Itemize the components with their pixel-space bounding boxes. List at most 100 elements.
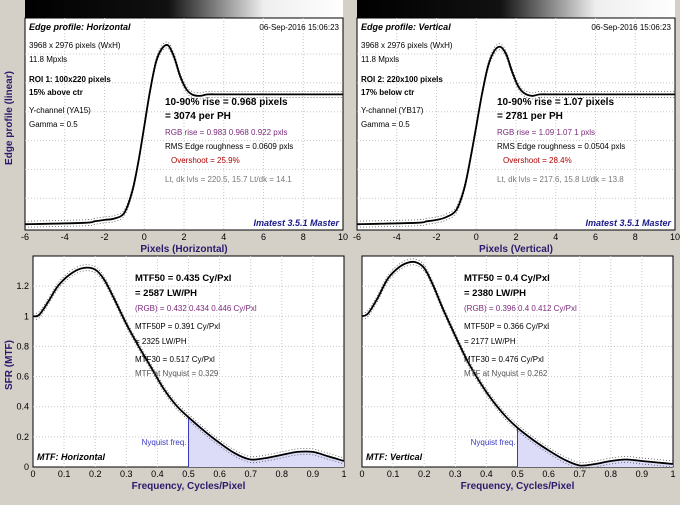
x-tick-label: 0 (30, 469, 35, 479)
chart-mtf-v: 0 0.1 0.2 0.3 0.4 0.5 0.6 0.7 0.8 0.9 1 Frequency, … (359, 255, 676, 492)
x-tick-label: 1 (341, 469, 346, 479)
imatest-footer: Imatest 3.5.1 Master (585, 218, 671, 228)
rms-roughness: RMS Edge roughness = 0.0609 pxls (165, 142, 293, 151)
light-dark-levels: Lt, dk lvls = 220.5, 15.7 Lt/dk = 14.1 (165, 175, 292, 184)
chart-title: MTF: Horizontal (37, 452, 105, 462)
rise-per-ph: = 3074 per PH (165, 111, 231, 122)
nyquist-region (517, 427, 673, 467)
x-tick-label: 0.6 (542, 469, 555, 479)
info-size: 3968 x 2976 pixels (WxH) (29, 41, 121, 50)
x-tick-label: 0 (142, 232, 147, 242)
x-tick-label: 6 (261, 232, 266, 242)
x-tick-label: 0.2 (418, 469, 431, 479)
mtf50-lwph: = 2587 LW/PH (135, 288, 197, 299)
x-tick-label: 10 (670, 232, 680, 242)
x-tick-label: 2 (181, 232, 186, 242)
roi-pos: 17% below ctr (361, 88, 414, 97)
x-tick-label: -6 (353, 232, 361, 242)
x-tick-label: 0.5 (511, 469, 524, 479)
mtf-nyquist: MTF at Nyquist = 0.262 (464, 369, 548, 378)
mtf50-rgb: (RGB) = 0.396 0.4 0.412 Cy/Pxl (464, 304, 577, 313)
y-tick-label: 1 (24, 311, 29, 321)
x-tick-label: -6 (21, 232, 29, 242)
y-tick-label: 0.6 (16, 372, 29, 382)
info-gamma: Gamma = 0.5 (29, 120, 78, 129)
x-tick-label: 0.2 (89, 469, 102, 479)
rms-roughness: RMS Edge roughness = 0.0504 pxls (497, 142, 625, 151)
y-tick-label: 0.4 (16, 402, 29, 412)
mtf50-lwph: = 2380 LW/PH (464, 288, 526, 299)
edge-strip-left (25, 0, 343, 18)
y-tick-label: 0.2 (16, 432, 29, 442)
x-tick-label: 0 (474, 232, 479, 242)
x-tick-label: 2 (513, 232, 518, 242)
x-tick-label: 0.3 (449, 469, 462, 479)
mtf50-value: MTF50 = 0.4 Cy/Pxl (464, 273, 550, 284)
roi-pos: 15% above ctr (29, 88, 83, 97)
chart-edge-v: -6 -4 -2 0 2 4 6 8 10 Pixels (Vertical) Edge profi… (353, 17, 680, 255)
series-line (32, 266, 345, 462)
mtf50-value: MTF50 = 0.435 Cy/Pxl (135, 273, 231, 284)
x-tick-label: -4 (393, 232, 401, 242)
nyquist-label: Nyquist freq. (471, 438, 516, 447)
imatest-footer: Imatest 3.5.1 Master (253, 218, 339, 228)
envelope-lower (356, 49, 675, 228)
rgb-rise: RGB rise = 1.09 1.07 1 pxls (497, 128, 595, 137)
y-tick-label: 0.8 (16, 341, 29, 351)
chart-title: Edge profile: Horizontal (29, 22, 131, 32)
y-label-top: Edge profile (linear) (4, 71, 15, 165)
chart-date: 06-Sep-2016 15:06:23 (591, 23, 671, 32)
series-line (356, 45, 675, 226)
overshoot: Overshoot = 28.4% (503, 156, 572, 165)
x-tick-label: -2 (100, 232, 108, 242)
envelope-upper (32, 264, 345, 459)
x-tick-label: 0.8 (276, 469, 289, 479)
y-label-bottom: SFR (MTF) (4, 340, 15, 390)
chart-title: Edge profile: Vertical (361, 22, 451, 32)
info-mp: 11.8 Mpxls (29, 55, 67, 64)
x-tick-label: 0.7 (573, 469, 586, 479)
x-tick-label: 0.1 (387, 469, 400, 479)
x-tick-label: 8 (301, 232, 306, 242)
x-tick-label: 1 (670, 469, 675, 479)
envelope-upper (356, 43, 675, 222)
chart-date: 06-Sep-2016 15:06:23 (259, 23, 339, 32)
x-axis-label: Frequency, Cycles/Pixel (461, 481, 575, 492)
info-channel: Y-channel (YA15) (29, 106, 91, 115)
info-channel: Y-channel (YB17) (361, 106, 424, 115)
mtf50p-lwph: = 2325 LW/PH (135, 337, 187, 346)
edge-strip-right (357, 0, 675, 18)
rise-value: 10-90% rise = 1.07 pixels (497, 97, 614, 108)
mtf-nyquist: MTF at Nyquist = 0.329 (135, 369, 219, 378)
nyquist-region (188, 417, 344, 467)
rise-per-ph: = 2781 per PH (497, 111, 563, 122)
x-tick-label: 6 (593, 232, 598, 242)
mtf50p-lwph: = 2177 LW/PH (464, 337, 516, 346)
overshoot: Overshoot = 25.9% (171, 156, 240, 165)
x-axis-label: Frequency, Cycles/Pixel (132, 481, 246, 492)
info-mp: 11.8 Mpxls (361, 55, 399, 64)
mtf50p-value: MTF50P = 0.366 Cy/Pxl (464, 322, 549, 331)
x-tick-label: 10 (338, 232, 348, 242)
rise-value: 10-90% rise = 0.968 pixels (165, 97, 288, 108)
x-tick-label: 0.7 (244, 469, 257, 479)
x-tick-label: 4 (553, 232, 558, 242)
info-size: 3968 x 2976 pixels (WxH) (361, 41, 453, 50)
mtf50-rgb: (RGB) = 0.432 0.434 0.446 Cy/Pxl (135, 304, 257, 313)
roi-size: ROI 2: 220x100 pixels (361, 75, 443, 84)
x-tick-label: 0.4 (151, 469, 164, 479)
x-tick-label: 0.4 (480, 469, 493, 479)
mtf50p-value: MTF50P = 0.391 Cy/Pxl (135, 322, 220, 331)
x-tick-label: 0.5 (182, 469, 195, 479)
chart-edge-h: -6 -4 -2 0 2 4 6 8 10 Pixels (Horizontal) Edge pro… (21, 17, 348, 255)
x-tick-label: 0.8 (605, 469, 618, 479)
envelope-lower (32, 270, 345, 465)
envelope-upper (361, 258, 674, 464)
chart-mtf-h: 0 0.1 0.2 0.3 0.4 0.5 0.6 0.7 0.8 0.9 1 0 0.2 0.4 0.6 0… (16, 255, 347, 492)
x-tick-label: -2 (432, 232, 440, 242)
x-axis-label: Pixels (Vertical) (479, 244, 553, 255)
x-tick-label: 0.9 (636, 469, 649, 479)
x-tick-label: 0.1 (58, 469, 71, 479)
envelope-lower (361, 264, 674, 470)
